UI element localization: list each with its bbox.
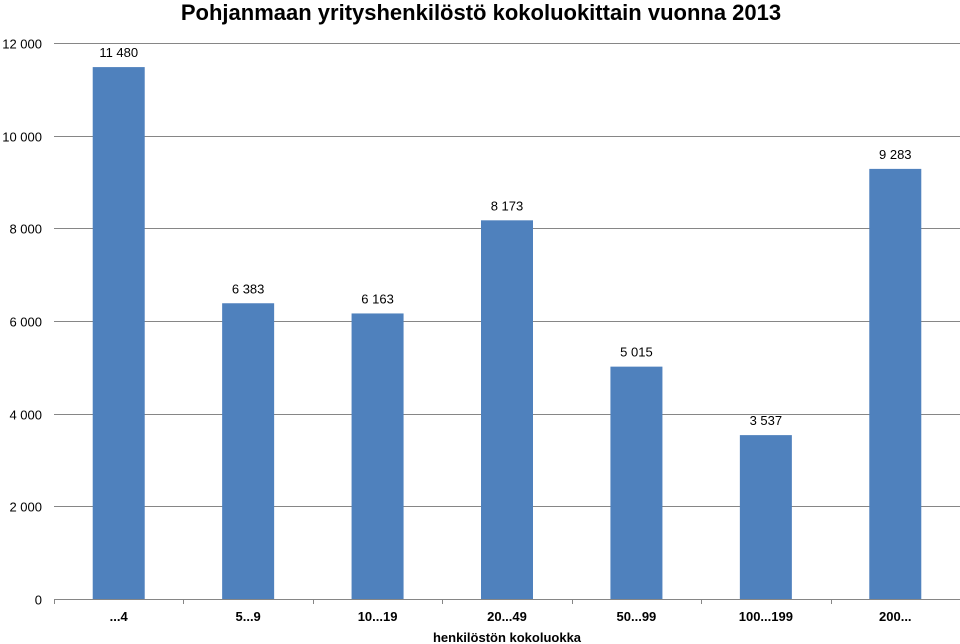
y-tick-label: 8 000: [9, 222, 42, 237]
x-tick-label: 100...199: [739, 609, 793, 624]
bar: [92, 67, 145, 600]
data-label: 6 163: [361, 291, 394, 306]
bar: [869, 168, 922, 599]
y-tick-label: 6 000: [9, 315, 42, 330]
bar: [222, 303, 275, 599]
x-tick-label: ...4: [110, 609, 129, 624]
y-tick-label: 12 000: [2, 37, 42, 52]
x-axis-ticks: ...4 5...9 10...19 20...49 50...99 100...199 2…: [110, 609, 912, 624]
x-tick-label: 50...99: [617, 609, 657, 624]
y-tick-label: 0: [35, 593, 42, 608]
x-tick-label: 10...19: [358, 609, 398, 624]
x-tick-label: 20...49: [487, 609, 527, 624]
bar: [351, 313, 404, 599]
data-label: 6 383: [232, 281, 265, 296]
bar: [481, 220, 533, 599]
y-axis-ticks: 0 2 000 4 000 6 000 8 000 10 000 12 000: [2, 37, 42, 608]
x-tick-label: 5...9: [235, 609, 260, 624]
y-tick-label: 4 000: [9, 408, 42, 423]
data-labels: 11 480 6 383 6 163 8 173 5 015 3 537 9 283: [99, 45, 911, 428]
data-label: 5 015: [620, 345, 653, 360]
bar: [610, 366, 663, 599]
bar: [739, 435, 792, 599]
data-label: 11 480: [99, 45, 138, 60]
data-label: 9 283: [879, 147, 912, 162]
chart-title: Pohjanmaan yrityshenkilöstö kokoluokitta…: [181, 0, 781, 25]
bars: [92, 67, 922, 600]
data-label: 8 173: [491, 198, 524, 213]
y-tick-label: 10 000: [2, 130, 42, 145]
x-tick-label: 200...: [879, 609, 912, 624]
data-label: 3 537: [750, 413, 783, 428]
y-tick-label: 2 000: [9, 500, 42, 515]
x-axis-title: henkilöstön kokoluokka: [433, 630, 582, 644]
